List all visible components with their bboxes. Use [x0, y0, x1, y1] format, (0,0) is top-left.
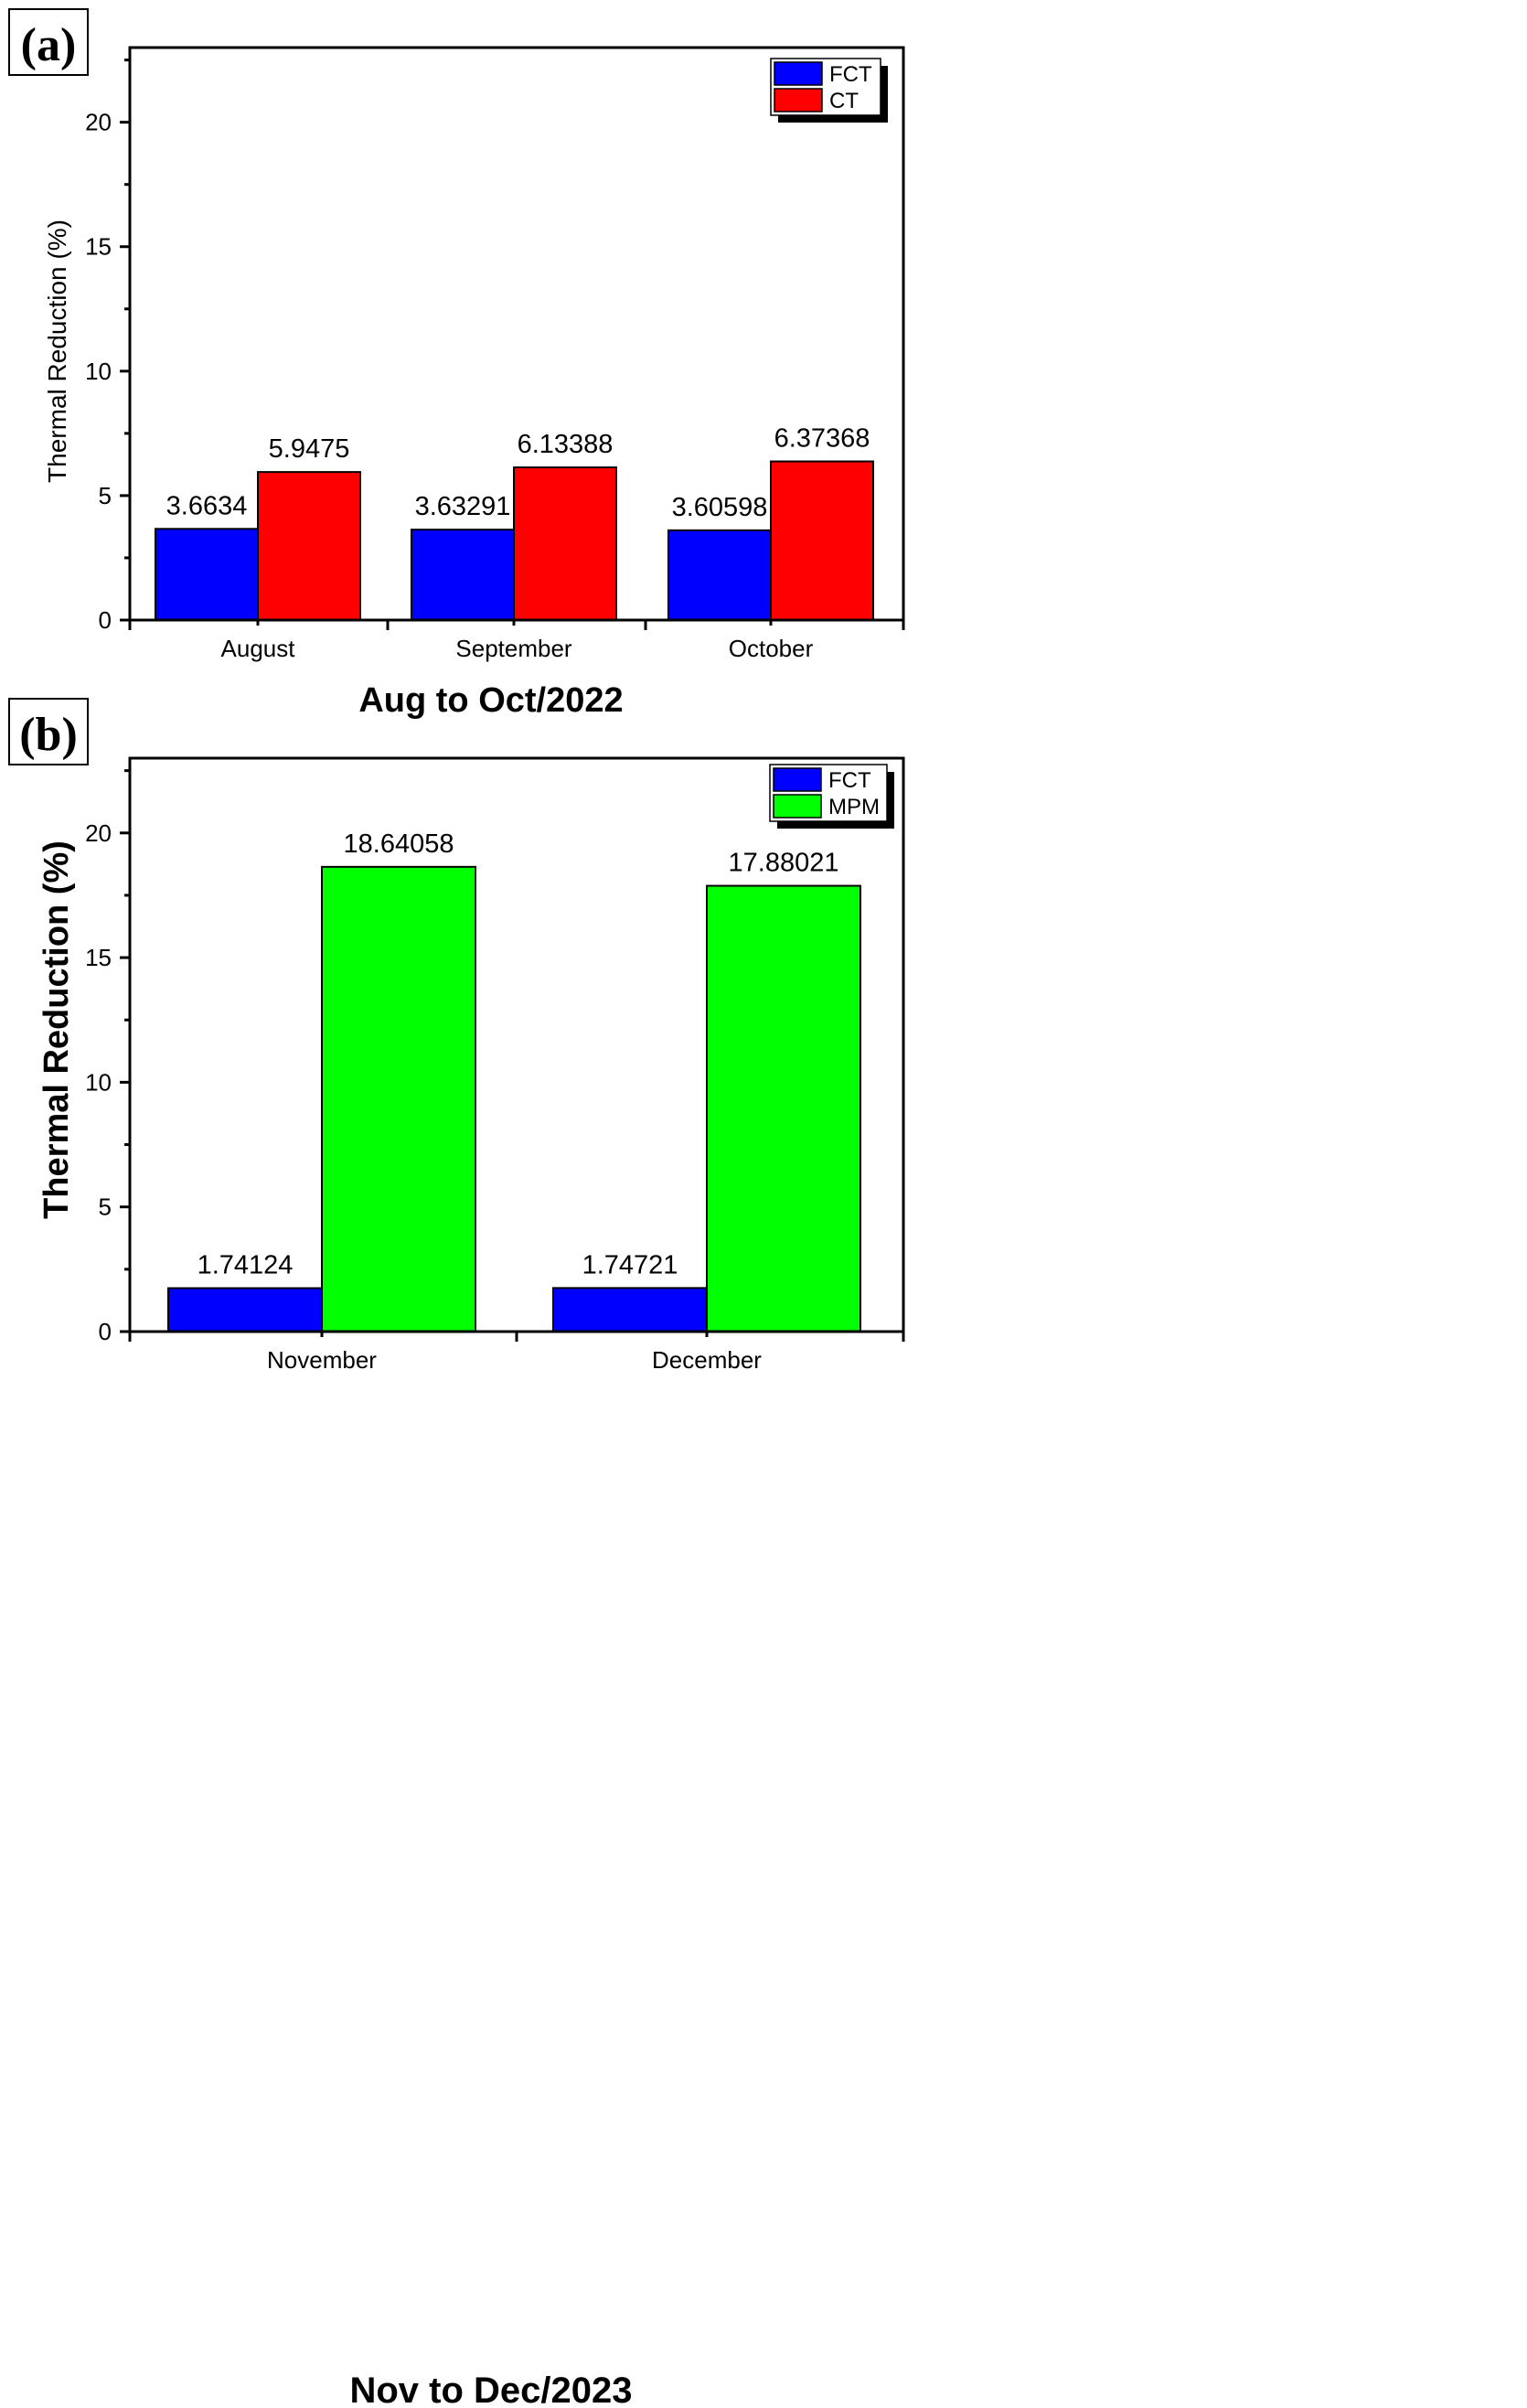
bar-fct-december [552, 1287, 708, 1332]
legend-label-mpm: MPM [828, 795, 880, 819]
x-axis-title: Aug to Oct/2022 [358, 681, 623, 720]
panel-label-box [8, 8, 89, 76]
chart-panel-a: (a) 3.6634 3.63291 3.60598 5.9475 6.13388 6.37… [8, 8, 905, 720]
y-tick-label: 0 [99, 1318, 112, 1345]
panel-label: (a) [21, 19, 77, 71]
data-label-fct-december: 1.74721 [582, 1250, 678, 1279]
bar-ct-october [770, 460, 874, 621]
x-axis-title: Nov to Dec/2023 [349, 2371, 632, 2408]
bar-ct-august [257, 471, 361, 621]
y-tick-label: 20 [85, 819, 112, 847]
data-label-mpm-november: 18.64058 [344, 829, 454, 859]
y-tick-label: 0 [99, 606, 112, 634]
y-tick-label: 5 [99, 482, 112, 509]
bar-fct-october [667, 529, 772, 621]
y-tick-label: 15 [85, 233, 112, 261]
y-tick-label: 10 [85, 1068, 112, 1096]
bar-fct-august [155, 528, 259, 621]
data-label-ct-august: 5.9475 [269, 434, 350, 464]
bar-mpm-december [706, 884, 861, 1333]
data-label-ct-october: 6.37368 [774, 424, 870, 454]
legend-label-fct: FCT [828, 768, 871, 793]
data-label-fct-august: 3.6634 [166, 491, 248, 520]
data-label-fct-september: 3.63291 [415, 492, 511, 521]
y-tick-label: 5 [99, 1193, 112, 1221]
x-category-label: October [729, 635, 814, 662]
data-label-mpm-december: 17.88021 [729, 849, 839, 878]
y-tick-label: 20 [85, 109, 112, 136]
legend-swatch-fct [774, 61, 823, 86]
legend-label-ct: CT [829, 89, 859, 113]
bar-fct-september [411, 529, 515, 621]
y-tick-label: 10 [85, 358, 112, 385]
data-label-ct-september: 6.13388 [518, 430, 614, 459]
y-axis-label: Thermal Reduction (%) [43, 219, 71, 483]
chart-panel-b: (b) 1.74124 1.74721 18.64058 17.88021 0 5 10 15 2… [8, 698, 905, 2408]
panel-label-box [8, 698, 89, 765]
x-category-label: November [267, 1346, 377, 1374]
legend-swatch-mpm [773, 794, 822, 819]
x-category-label: December [652, 1346, 762, 1374]
y-axis-label: Thermal Reduction (%) [37, 840, 76, 1219]
x-category-label: August [221, 635, 296, 662]
bar-mpm-november [321, 865, 476, 1332]
y-tick-label: 15 [85, 944, 112, 971]
legend-label-fct: FCT [829, 62, 872, 87]
x-category-label: September [455, 635, 572, 662]
legend-swatch-fct [773, 767, 822, 792]
bar-ct-september [513, 466, 617, 621]
legend-swatch-ct [774, 88, 823, 112]
data-label-fct-october: 3.60598 [672, 493, 768, 522]
bar-fct-november [167, 1287, 323, 1332]
panel-label: (b) [19, 709, 78, 761]
data-label-fct-november: 1.74124 [198, 1251, 294, 1280]
